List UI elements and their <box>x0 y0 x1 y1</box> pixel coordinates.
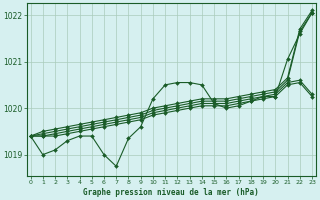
X-axis label: Graphe pression niveau de la mer (hPa): Graphe pression niveau de la mer (hPa) <box>84 188 259 197</box>
